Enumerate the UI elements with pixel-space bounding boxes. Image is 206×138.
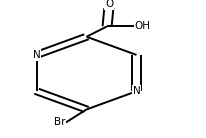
Text: Br: Br	[54, 117, 66, 127]
Text: O: O	[105, 0, 113, 9]
Text: N: N	[133, 86, 140, 96]
Text: OH: OH	[134, 21, 150, 31]
Text: N: N	[33, 50, 40, 60]
